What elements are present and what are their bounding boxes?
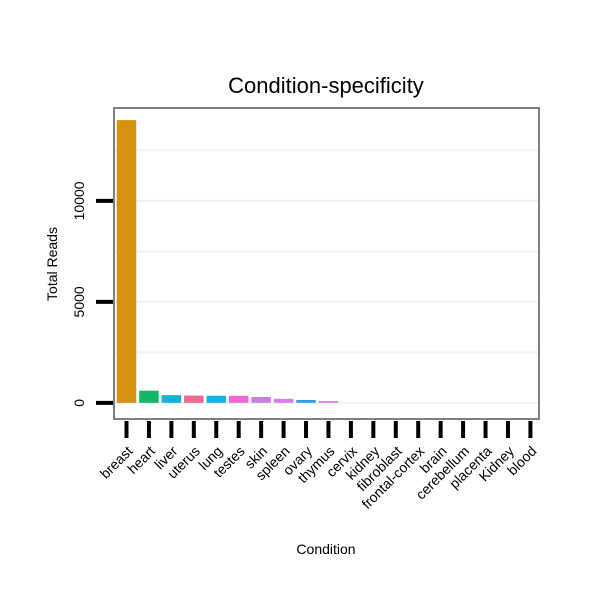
bars (116, 120, 339, 403)
y-tick-label: 10000 (71, 181, 87, 220)
y-tick-label: 5000 (71, 286, 87, 317)
plot-panel (113, 107, 540, 420)
y-axis: 0 5000 10000 (71, 181, 113, 407)
y-tick-label: 0 (71, 399, 87, 407)
bar-lung (206, 395, 227, 403)
bar-skin (251, 396, 271, 403)
bar-thymus (318, 401, 339, 403)
bar-testes (228, 395, 249, 403)
bar-liver (161, 395, 182, 403)
y-axis-label: Total Reads (44, 227, 60, 301)
bar-spleen (273, 398, 294, 403)
x-axis: breastheartliveruteruslungtestesskinsple… (97, 421, 540, 512)
bar-breast (116, 120, 137, 403)
chart-title: Condition-specificity (228, 73, 424, 98)
bar-heart (139, 390, 159, 403)
grid-lines (114, 149, 539, 404)
bar-ovary (296, 400, 316, 403)
x-axis-label: Condition (296, 541, 355, 557)
bar-uterus (184, 395, 204, 403)
